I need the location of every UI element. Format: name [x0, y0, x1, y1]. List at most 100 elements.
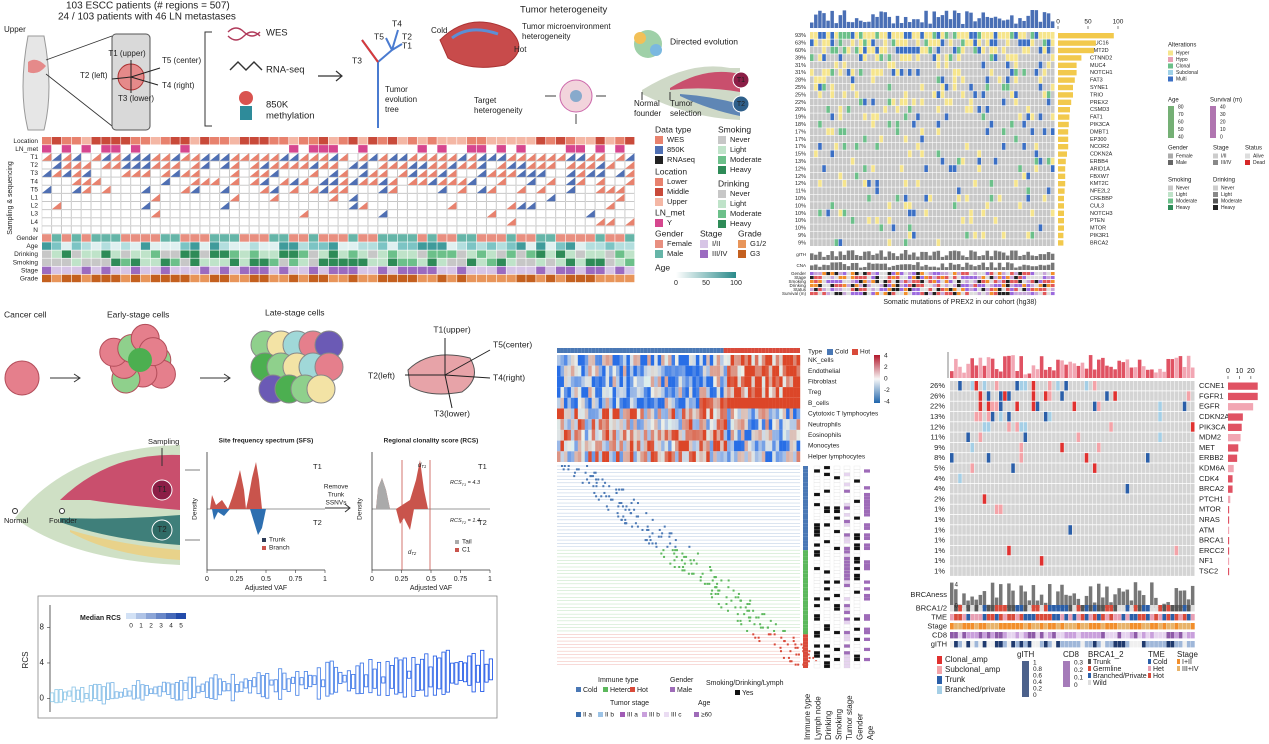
cell [867, 180, 871, 187]
type-cell [772, 348, 776, 353]
cell [1018, 83, 1022, 91]
track-bar [981, 255, 985, 260]
top-bar [846, 21, 851, 28]
cell [895, 194, 900, 202]
cell [859, 194, 863, 202]
cell [1014, 143, 1018, 150]
cell-mark [259, 161, 269, 169]
cell [863, 157, 867, 165]
cell [932, 194, 937, 202]
cell-mark [625, 177, 635, 185]
marker-sub: T2 [411, 551, 417, 556]
fish-clone [60, 454, 180, 510]
cell [940, 239, 945, 246]
freq-label: 18% [795, 122, 806, 128]
track-cell [973, 272, 978, 276]
cell [308, 177, 319, 186]
track-bar [1030, 255, 1034, 260]
box [398, 659, 403, 694]
cell [91, 225, 101, 234]
cell [842, 165, 847, 172]
cell [989, 172, 994, 180]
cell [834, 231, 839, 239]
arrow [318, 70, 343, 82]
track-bar [846, 266, 851, 270]
heat-cell [723, 355, 728, 366]
cell [1001, 172, 1006, 180]
y-label: RCS [21, 652, 30, 669]
heat-cell [622, 429, 627, 441]
cell [838, 61, 843, 69]
legend-title: Smoking [718, 124, 751, 134]
cell [170, 258, 180, 266]
cell [575, 145, 585, 153]
cell [879, 209, 883, 217]
row-label: Neutrophils [808, 421, 842, 428]
cell [1026, 217, 1030, 224]
cell [1038, 239, 1043, 246]
type-cell [720, 348, 724, 353]
heat-cell [675, 397, 679, 409]
cell [298, 242, 309, 250]
cell [378, 250, 388, 258]
cell [1001, 224, 1006, 232]
heat-cell [706, 376, 710, 388]
cell [407, 137, 417, 145]
cell [826, 128, 830, 135]
heat-cell [723, 387, 728, 398]
cell [867, 143, 871, 150]
cell [981, 180, 986, 187]
heat-cell [775, 355, 780, 366]
heat-cell [636, 387, 641, 398]
track-cell [1010, 284, 1014, 288]
type-cell [737, 348, 741, 353]
cell [338, 193, 348, 202]
cell [1026, 69, 1030, 76]
cell [924, 157, 928, 165]
cell [1050, 180, 1055, 187]
cell [977, 172, 981, 180]
cell [895, 69, 900, 76]
box [226, 683, 231, 692]
cell [826, 202, 830, 209]
cell [1046, 202, 1051, 209]
top-bar [944, 10, 949, 28]
cell [555, 234, 566, 242]
x-tick-label: 0.25 [395, 576, 409, 583]
track-cell [1038, 292, 1043, 296]
cell [977, 135, 981, 143]
cell [1022, 157, 1026, 165]
sample-dot [581, 481, 584, 484]
cell [249, 145, 259, 153]
target-arrow [545, 95, 606, 124]
freq-label: 10% [795, 203, 806, 209]
cell [854, 202, 859, 209]
heat-cell [692, 408, 697, 420]
cell [875, 61, 879, 69]
cell [555, 169, 566, 178]
cell [1050, 61, 1055, 69]
cell-mark [42, 185, 52, 194]
heat-cell [636, 355, 641, 366]
cell [308, 201, 319, 210]
track-bar [850, 250, 855, 260]
cell [895, 217, 900, 224]
heat-cell [727, 365, 731, 377]
heat-cell [765, 355, 769, 366]
cell-mark [71, 169, 81, 177]
cell [973, 54, 977, 61]
type-cell [706, 348, 710, 353]
cell-mark [457, 153, 467, 161]
cell [822, 98, 826, 106]
cell [875, 209, 879, 217]
cell [348, 242, 358, 250]
heat-cell [588, 408, 592, 420]
track-cell [957, 288, 961, 292]
freq-bar [1058, 99, 1072, 105]
cell [948, 54, 953, 61]
heat-cell [616, 355, 620, 366]
cell [924, 46, 928, 54]
cell [826, 32, 830, 39]
cell [924, 128, 928, 135]
cell [985, 150, 990, 158]
